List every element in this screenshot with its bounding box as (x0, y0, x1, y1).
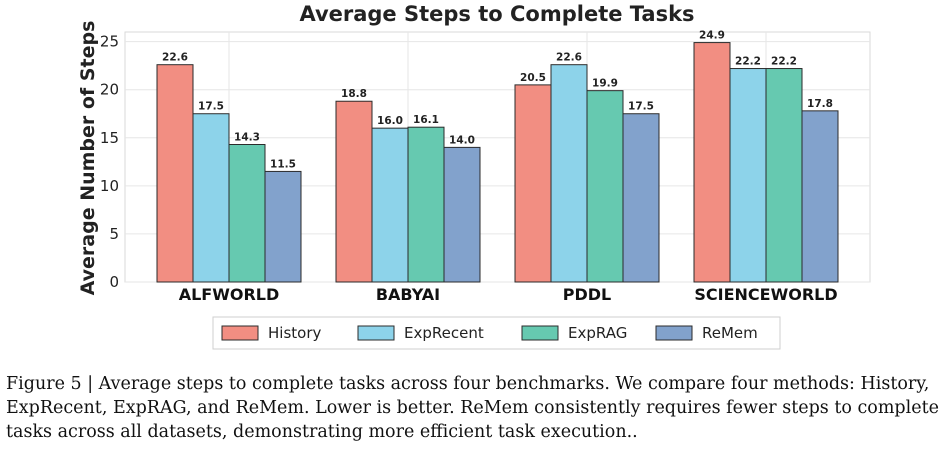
plot-area: 0 5 10 15 20 25 22.6 17.5 14.3 11.5 ALFWORLD 18.8 16… (100, 30, 871, 304)
bar-exprecent-pddl (550, 64, 588, 283)
legend: History ExpRecent ExpRAG ReMem (212, 316, 781, 350)
y-tick-label: 10 (100, 177, 119, 195)
bar-value-label: 22.2 (735, 56, 761, 68)
bar-remem-pddl (622, 113, 660, 283)
bar-remem-scienceworld (801, 110, 839, 283)
bar-value-label: 17.5 (198, 101, 224, 113)
bar-value-label: 14.3 (234, 132, 260, 144)
bar-history-scienceworld (693, 42, 731, 283)
figure-caption: Figure 5 | Average steps to complete tas… (6, 374, 939, 442)
bar-exprecent-alfworld (192, 113, 230, 283)
legend-label-exprag: ExpRAG (568, 324, 627, 342)
bar-exprag-alfworld (228, 144, 266, 283)
y-tick-label: 25 (100, 33, 119, 51)
bar-value-label: 17.8 (807, 98, 833, 110)
bar-chart: Average Steps to Complete Tasks Average … (77, 2, 871, 350)
legend-label-remem: ReMem (702, 324, 758, 342)
bar-exprecent-scienceworld (729, 68, 767, 283)
bar-value-label: 24.9 (699, 30, 725, 42)
bar-exprag-pddl (586, 90, 624, 283)
y-tick-label: 5 (109, 225, 119, 243)
bar-exprag-babyai (407, 126, 445, 283)
x-tick-label: SCIENCEWORLD (694, 285, 837, 304)
bar-value-label: 16.0 (377, 115, 403, 127)
y-tick-label: 0 (109, 273, 119, 291)
bar-exprecent-babyai (371, 127, 409, 283)
bar-value-label: 22.6 (162, 52, 188, 64)
x-tick-label: ALFWORLD (179, 285, 280, 304)
bar-history-babyai (335, 100, 373, 283)
legend-label-history: History (268, 324, 321, 342)
legend-swatch-remem (655, 325, 693, 341)
bar-value-label: 11.5 (270, 158, 296, 170)
bar-value-label: 22.6 (556, 52, 582, 64)
chart-title: Average Steps to Complete Tasks (299, 2, 694, 26)
bar-value-label: 22.2 (771, 56, 797, 68)
bar-remem-babyai (443, 146, 481, 283)
bar-value-label: 20.5 (520, 72, 546, 84)
bar-remem-alfworld (264, 170, 302, 283)
bar-exprag-scienceworld (765, 68, 803, 283)
bar-value-label: 16.1 (413, 114, 439, 126)
y-tick-label: 15 (100, 129, 119, 147)
x-tick-label: BABYAI (376, 285, 440, 304)
bar-value-label: 19.9 (592, 78, 618, 90)
x-tick-label: PDDL (563, 285, 611, 304)
y-axis-label: Average Number of Steps (77, 21, 99, 296)
legend-label-exprecent: ExpRecent (404, 324, 484, 342)
legend-swatch-exprag (521, 325, 559, 341)
bar-value-label: 14.0 (449, 134, 475, 146)
legend-swatch-history (221, 325, 259, 341)
bar-value-label: 17.5 (628, 101, 654, 113)
bar-value-label: 18.8 (341, 88, 367, 100)
bar-history-pddl (514, 84, 552, 283)
y-tick-label: 20 (100, 81, 119, 99)
legend-swatch-exprecent (357, 325, 395, 341)
bar-history-alfworld (156, 64, 194, 283)
